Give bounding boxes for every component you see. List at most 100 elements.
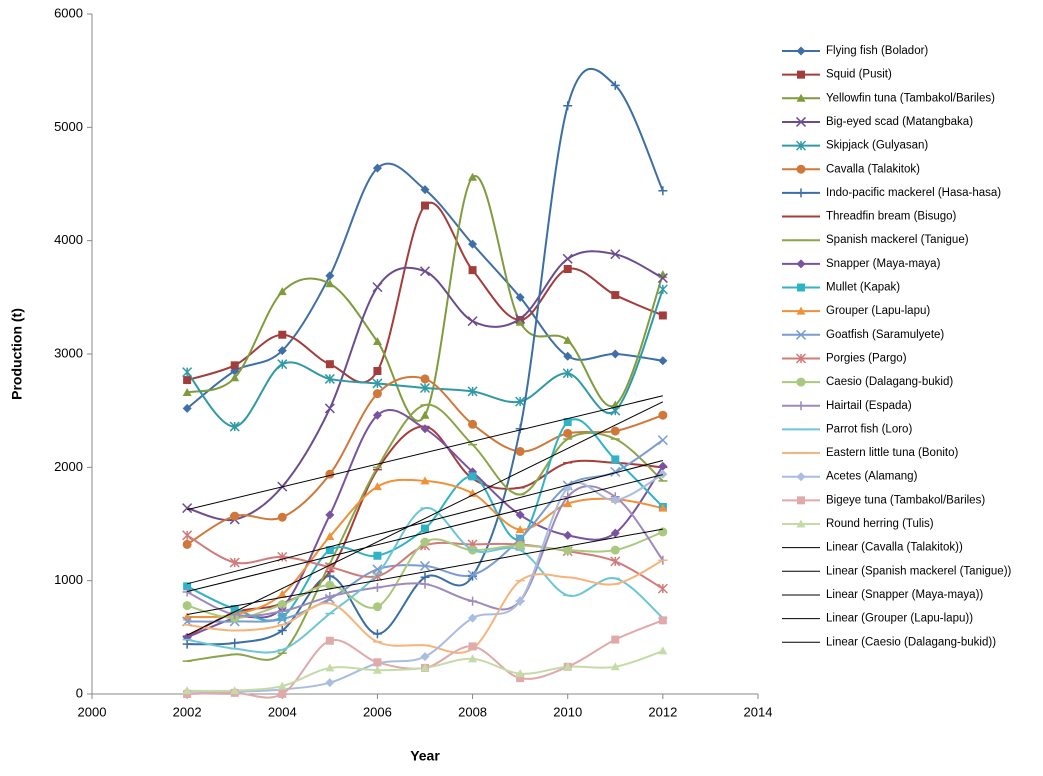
legend-label: Cavalla (Talakitok) — [826, 163, 920, 175]
series-markers — [182, 80, 668, 698]
legend-marker — [796, 46, 806, 56]
marker — [183, 582, 192, 591]
marker — [182, 587, 192, 597]
marker — [515, 396, 526, 407]
marker — [658, 503, 668, 512]
marker — [420, 185, 430, 195]
x-tick-label: 2014 — [744, 704, 773, 719]
marker — [277, 681, 287, 690]
marker — [277, 599, 287, 609]
marker — [611, 635, 620, 644]
y-tick-label: 5000 — [54, 119, 83, 134]
marker — [420, 652, 430, 662]
marker — [563, 662, 573, 671]
marker — [277, 626, 287, 636]
trendline — [187, 459, 663, 585]
marker — [420, 374, 430, 384]
marker — [468, 613, 478, 623]
marker — [182, 539, 192, 549]
y-tick-label: 2000 — [54, 459, 83, 474]
legend-marker — [796, 519, 806, 528]
marker — [515, 525, 525, 534]
marker — [610, 662, 620, 671]
marker — [325, 546, 334, 555]
marker — [515, 669, 525, 678]
marker — [610, 249, 621, 260]
marker — [278, 612, 287, 621]
marker — [657, 435, 668, 446]
marker — [610, 349, 620, 359]
legend-label: Linear (Caesio (Dalagang-bukid)) — [826, 636, 996, 648]
marker — [372, 337, 382, 346]
marker — [563, 418, 572, 426]
marker — [515, 596, 525, 606]
legend-label: Round herring (Tulis) — [826, 518, 934, 530]
marker — [325, 678, 335, 688]
legend-marker — [797, 70, 805, 79]
marker — [563, 428, 573, 438]
marker — [468, 472, 477, 481]
series-line — [186, 485, 664, 617]
marker — [372, 282, 383, 293]
marker — [419, 266, 431, 277]
marker — [230, 638, 240, 648]
marker — [658, 469, 668, 479]
legend-marker — [795, 140, 807, 151]
marker — [277, 512, 287, 522]
marker — [230, 373, 240, 382]
legend-label: Porgies (Pargo) — [826, 352, 907, 364]
marker — [372, 629, 382, 639]
legend-marker — [797, 496, 805, 505]
marker — [563, 335, 573, 344]
legend-label: Bigeye tuna (Tambakol/Bariles) — [826, 494, 985, 506]
marker — [420, 579, 430, 589]
marker — [183, 376, 192, 385]
marker — [182, 686, 192, 695]
marker — [610, 528, 620, 538]
marker — [182, 503, 193, 514]
trendlines — [186, 395, 664, 636]
marker — [373, 658, 382, 667]
legend: Flying fish (Bolador) Squid (Pusit) Yellow… — [782, 45, 1012, 648]
marker — [230, 361, 239, 370]
marker — [468, 642, 477, 651]
legend-marker — [795, 329, 807, 340]
y-tick-label: 1000 — [54, 572, 83, 587]
legend-marker — [795, 353, 807, 364]
marker — [611, 455, 620, 464]
marker — [372, 410, 382, 420]
marker — [563, 499, 573, 508]
marker — [277, 359, 288, 370]
legend-marker — [796, 472, 806, 482]
marker — [325, 360, 334, 369]
marker — [468, 596, 478, 606]
legend-label: Linear (Cavalla (Talakitok)) — [826, 542, 963, 554]
trendline — [187, 528, 663, 616]
marker — [325, 510, 335, 520]
marker — [562, 253, 573, 264]
marker — [658, 646, 668, 655]
x-tick-label: 2000 — [78, 704, 107, 719]
marker — [515, 317, 525, 326]
trendline — [186, 401, 664, 636]
marker — [230, 686, 240, 695]
series-line — [186, 289, 664, 428]
marker — [610, 80, 620, 90]
marker — [277, 589, 287, 598]
marker — [324, 403, 335, 414]
marker — [563, 101, 573, 111]
marker — [563, 265, 572, 273]
marker — [467, 569, 478, 581]
marker — [372, 482, 382, 491]
marker — [372, 389, 382, 399]
marker — [420, 663, 430, 672]
marker — [324, 373, 335, 384]
marker — [325, 279, 335, 288]
series-line — [186, 162, 663, 410]
marker — [467, 386, 478, 397]
legend-label: Hairtail (Espada) — [826, 400, 912, 412]
legend-marker — [796, 164, 806, 174]
marker — [658, 527, 668, 537]
marker — [182, 601, 192, 611]
legend-marker — [796, 377, 806, 387]
